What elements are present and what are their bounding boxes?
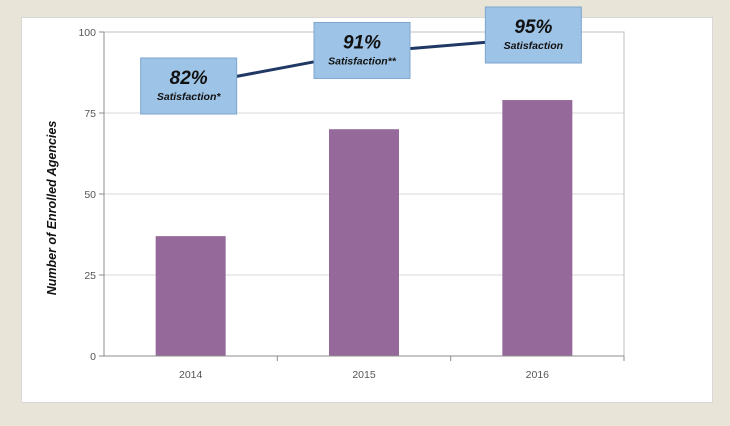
x-tick-label: 2014	[179, 369, 203, 381]
callout-label: Satisfaction**	[328, 55, 397, 67]
y-tick-label: 50	[84, 189, 96, 201]
y-tick-label: 25	[84, 270, 96, 282]
axes: 0 25 50 75 100 2014 2015 2016	[78, 27, 625, 381]
callout-label: Satisfaction*	[157, 91, 222, 103]
x-tick-label: 2015	[352, 369, 376, 381]
bars	[155, 100, 573, 356]
bar-2015	[329, 129, 399, 356]
y-tick-label: 75	[84, 108, 96, 120]
callout-box-2014	[140, 57, 238, 115]
callout-percent: 82%	[170, 68, 208, 89]
callout-percent: 95%	[514, 17, 552, 38]
callout-box-2016	[484, 6, 582, 64]
y-tick-label: 100	[78, 27, 96, 39]
callout-percent: 91%	[343, 32, 381, 53]
y-tick-label: 0	[90, 351, 96, 363]
bar-2014	[155, 236, 226, 356]
bar-2016	[502, 100, 573, 356]
satisfaction-callouts: 82% Satisfaction* 91% Satisfaction** 95% Sati…	[140, 6, 582, 115]
callout-box-2015	[313, 21, 411, 79]
y-axis-label: Number of Enrolled Agencies	[45, 121, 59, 296]
callout-label: Satisfaction	[504, 40, 564, 52]
x-tick-label: 2016	[526, 369, 550, 381]
